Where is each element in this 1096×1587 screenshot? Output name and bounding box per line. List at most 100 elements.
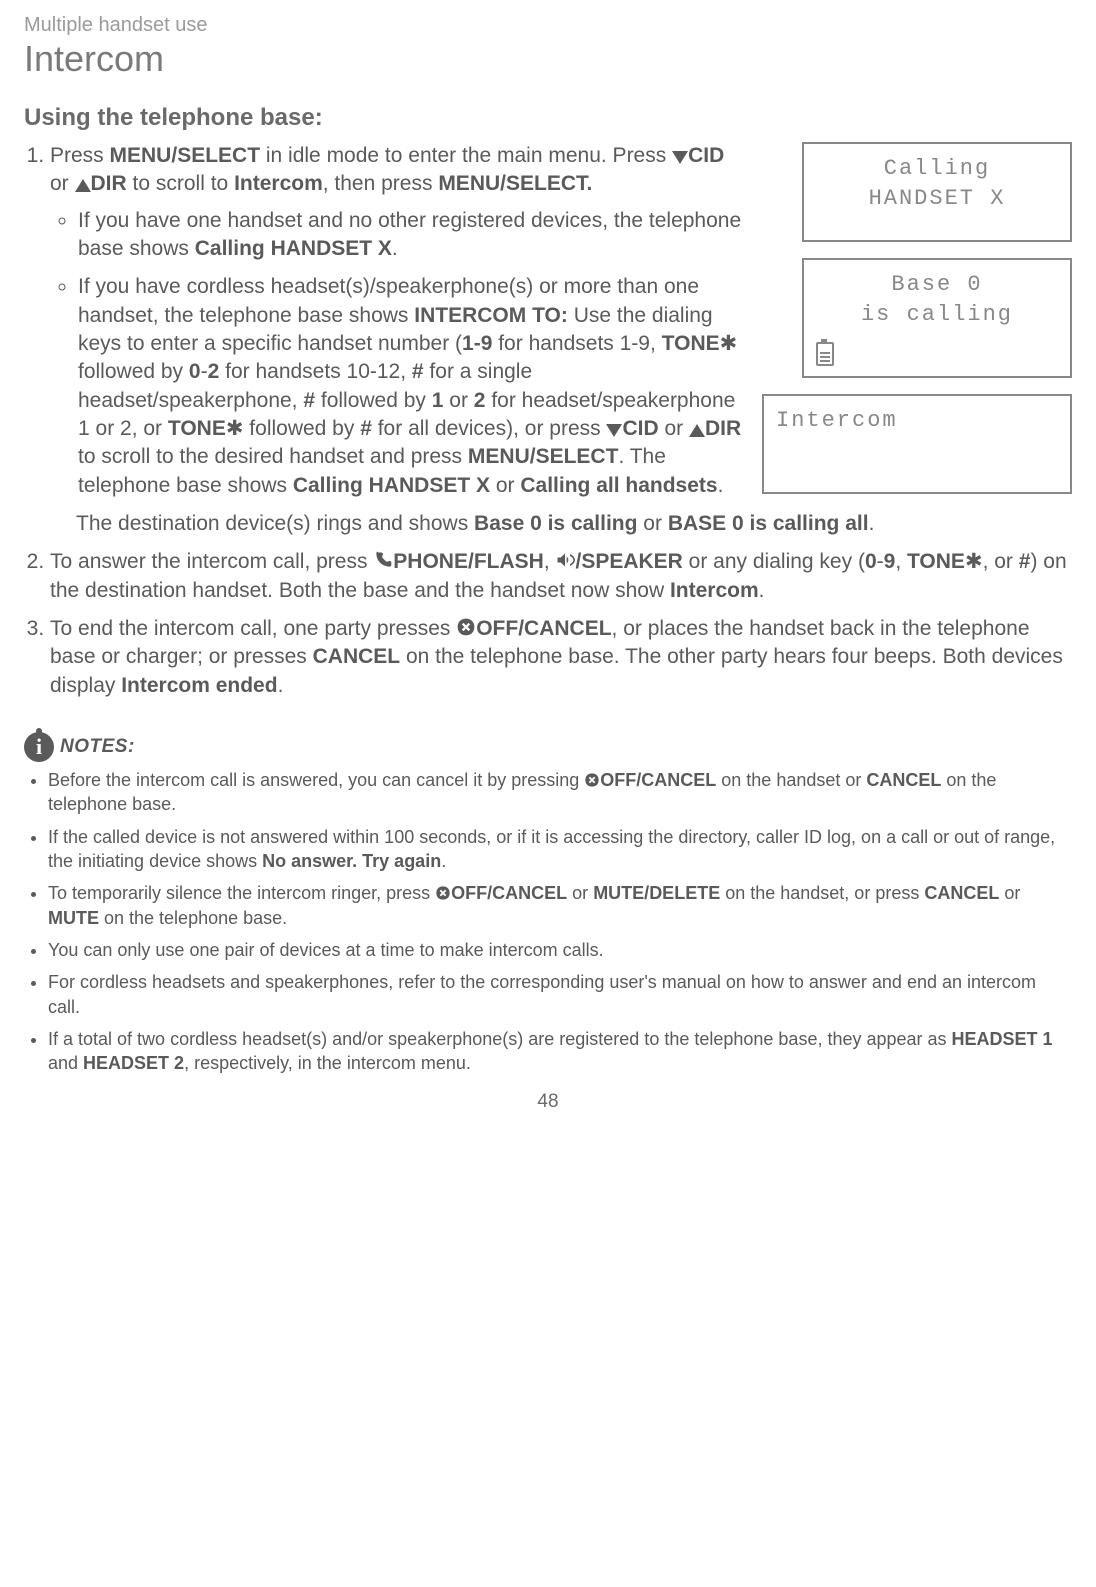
key-label: MENU/: [110, 144, 178, 167]
lcd-line: Intercom: [776, 406, 1058, 436]
note-item: If the called device is not answered wit…: [48, 825, 1072, 874]
notes-label: NOTES:: [60, 734, 135, 760]
text: To temporarily silence the intercom ring…: [48, 883, 435, 903]
note-item: For cordless headsets and speakerphones,…: [48, 970, 1072, 1019]
text: .: [869, 512, 875, 535]
key-label: 0: [865, 550, 877, 573]
text: on the handset or: [716, 770, 866, 790]
arrow-down-icon: [672, 151, 688, 164]
text: , then press: [323, 172, 439, 195]
text: or: [50, 172, 75, 195]
text: .: [441, 851, 446, 871]
text: Before the intercom call is answered, yo…: [48, 770, 584, 790]
lcd-line: Calling: [816, 154, 1058, 184]
key-label: PHONE/: [393, 550, 474, 573]
key-label: /SELECT: [530, 445, 619, 468]
text: To end the intercom call, one party pres…: [50, 617, 456, 640]
lcd-line: HANDSET X: [816, 184, 1058, 214]
text: If you have one handset and no other reg…: [78, 209, 741, 260]
key-label: #: [360, 417, 372, 440]
page-number: 48: [24, 1089, 1072, 1115]
key-label: DIR: [91, 172, 127, 195]
lcd-line: Base 0: [816, 270, 1058, 300]
screen-text: BASE 0 is calling all: [668, 512, 869, 535]
arrow-down-icon: [606, 424, 622, 437]
key-label: /SPEAKER: [575, 550, 682, 573]
text: to scroll to: [127, 172, 234, 195]
notes-list: Before the intercom call is answered, yo…: [24, 768, 1072, 1075]
battery-icon: [816, 342, 834, 366]
text: followed by: [243, 417, 360, 440]
star-icon: ✱: [720, 332, 738, 355]
key-label: 1-9: [462, 332, 492, 355]
text: , respectively, in the intercom menu.: [184, 1053, 471, 1073]
key-label: OFF/: [476, 617, 524, 640]
text: .: [759, 579, 765, 602]
text: on the telephone base.: [99, 908, 287, 928]
text: or any dialing key (: [683, 550, 865, 573]
text: To answer the intercom call, press: [50, 550, 373, 573]
key-label: MUTE/: [593, 883, 649, 903]
text: or: [443, 389, 473, 412]
arrow-up-icon: [75, 179, 91, 192]
text: ,: [544, 550, 556, 573]
star-icon: ✱: [965, 550, 983, 573]
note-item: Before the intercom call is answered, yo…: [48, 768, 1072, 817]
text: -: [201, 360, 208, 383]
phone-icon: [373, 550, 393, 570]
screen-text: Calling all handsets: [520, 474, 717, 497]
text: or: [637, 512, 667, 535]
step-3: To end the intercom call, one party pres…: [50, 615, 1072, 700]
screen-text: Calling HANDSET X: [195, 237, 392, 260]
text: in idle mode to enter the main menu. Pre…: [260, 144, 672, 167]
note-item: If a total of two cordless headset(s) an…: [48, 1027, 1072, 1076]
key-label: CID: [622, 417, 658, 440]
key-label: /CANCEL: [636, 770, 716, 790]
key-label: 2: [474, 389, 486, 412]
key-label: CANCEL: [524, 617, 612, 640]
key-label: TONE: [662, 332, 720, 355]
text: followed by: [315, 389, 432, 412]
arrow-up-icon: [689, 424, 705, 437]
text: Press: [50, 144, 110, 167]
destination-text: The destination device(s) rings and show…: [76, 510, 1072, 538]
menu-item: Intercom: [234, 172, 323, 195]
text: .: [392, 237, 398, 260]
key-label: CANCEL: [313, 645, 401, 668]
key-label: 9: [884, 550, 896, 573]
key-label: MUTE: [48, 908, 99, 928]
note-item: You can only use one pair of devices at …: [48, 938, 1072, 962]
speaker-icon: [555, 550, 575, 570]
key-label: MENU: [468, 445, 530, 468]
text: and: [48, 1053, 83, 1073]
key-label: /SELECT.: [500, 172, 592, 195]
key-label: TONE: [907, 550, 965, 573]
lcd-screen-base-calling: Base 0 is calling: [802, 258, 1072, 378]
lcd-screen-intercom: Intercom: [762, 394, 1072, 494]
screen-text: Intercom: [670, 579, 759, 602]
menu-item: HEADSET 1: [952, 1029, 1053, 1049]
star-icon: ✱: [226, 417, 244, 440]
key-label: CANCEL: [866, 770, 941, 790]
key-label: 2: [208, 360, 220, 383]
key-label: FLASH: [474, 550, 544, 573]
text: ,: [895, 550, 907, 573]
page-title: Intercom: [24, 35, 1072, 84]
section-heading: Using the telephone base:: [24, 102, 1072, 134]
note-item: To temporarily silence the intercom ring…: [48, 881, 1072, 930]
key-label: TONE: [168, 417, 226, 440]
text: .: [278, 674, 284, 697]
text: or: [567, 883, 593, 903]
key-label: OFF: [600, 770, 636, 790]
text: or: [659, 417, 689, 440]
text: The destination device(s) rings and show…: [76, 512, 474, 535]
screen-text: INTERCOM TO:: [414, 304, 568, 327]
text: If a total of two cordless headset(s) an…: [48, 1029, 952, 1049]
screen-text: Base 0 is calling: [474, 512, 637, 535]
key-label: SELECT: [177, 144, 260, 167]
text: to scroll to the desired handset and pre…: [78, 445, 468, 468]
text: If the called device is not answered wit…: [48, 827, 1055, 871]
text: -: [877, 550, 884, 573]
notes-header: i NOTES:: [24, 732, 1072, 762]
screen-text: Calling HANDSET X: [293, 474, 490, 497]
